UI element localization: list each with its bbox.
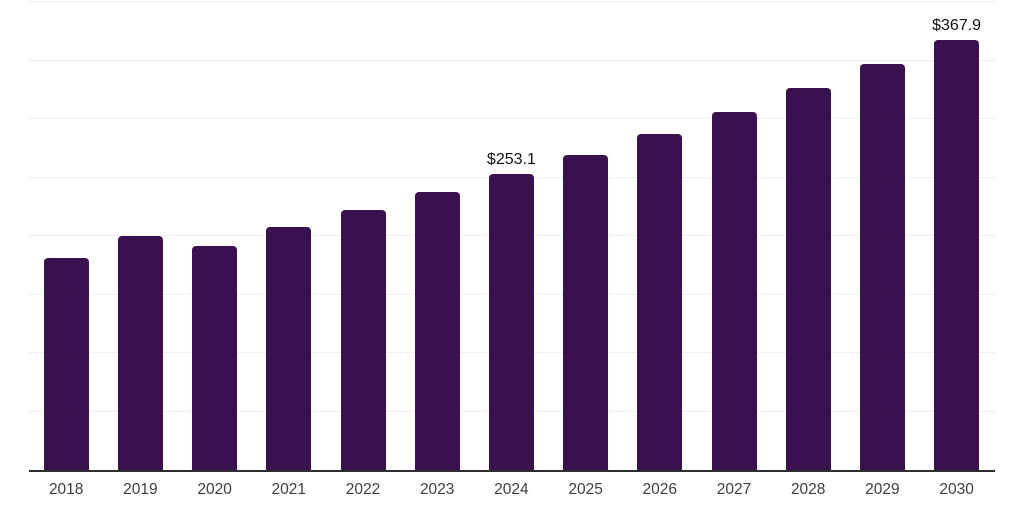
x-axis: 2018 2019 2020 2021 2022 2023 2024 2025 2026 2027…	[29, 481, 995, 503]
plot-area: $253.1 $367.9	[29, 1, 995, 472]
x-tick-2027: 2027	[716, 481, 752, 498]
gridline-400	[29, 1, 995, 2]
x-tick-2028: 2028	[790, 481, 826, 498]
gridline-300	[29, 118, 995, 119]
bar-2018	[43, 257, 89, 470]
bar-2019	[117, 235, 163, 470]
x-tick-2029: 2029	[865, 481, 900, 498]
gridline-350	[29, 59, 995, 61]
bar-2021	[266, 227, 312, 470]
bar-2027	[711, 111, 757, 470]
bar-value-label-2024: $253.1	[486, 150, 536, 168]
x-axis-line	[29, 470, 995, 472]
x-tick-2026: 2026	[642, 481, 678, 498]
bar-2029	[859, 63, 905, 470]
bar-2023	[414, 192, 460, 470]
bar-2026	[637, 133, 683, 470]
bar-2025	[563, 155, 609, 470]
x-tick-2022: 2022	[345, 481, 381, 498]
bar-2024	[488, 173, 534, 470]
bar-2030	[934, 39, 980, 470]
bar-2022	[340, 210, 386, 470]
x-tick-2021: 2021	[271, 481, 307, 498]
x-tick-2020: 2020	[197, 481, 232, 498]
bar-2028	[785, 88, 831, 470]
bar-2020	[192, 246, 238, 470]
x-tick-2024: 2024	[494, 481, 529, 498]
x-tick-2030: 2030	[939, 481, 974, 498]
x-tick-2019: 2019	[123, 481, 158, 498]
x-tick-2018: 2018	[48, 481, 84, 498]
bar-value-label-2030: $367.9	[932, 16, 982, 34]
x-tick-2023: 2023	[419, 481, 455, 498]
x-tick-2025: 2025	[568, 481, 603, 498]
